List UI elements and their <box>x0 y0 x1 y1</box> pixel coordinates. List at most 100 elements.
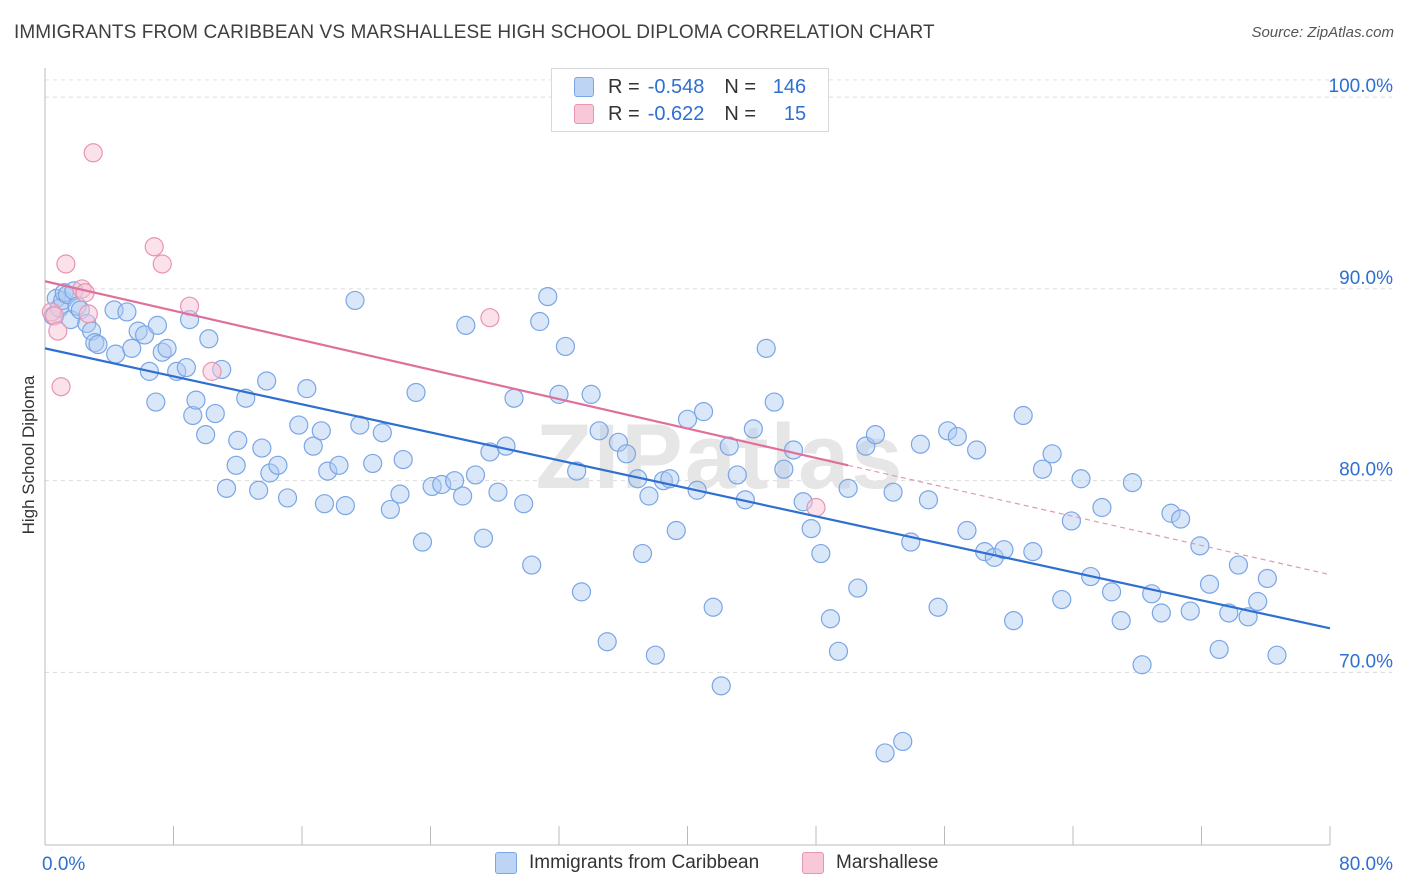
data-point-caribbean <box>693 402 714 422</box>
data-point-caribbean <box>257 371 277 391</box>
series-legend: Immigrants from Caribbean Marshallese <box>0 852 1406 878</box>
data-point-caribbean <box>838 478 858 498</box>
data-point-caribbean <box>756 338 776 358</box>
data-point-caribbean <box>514 494 534 514</box>
data-point-caribbean <box>412 532 433 552</box>
data-point-caribbean <box>774 459 794 479</box>
data-point-marshallese <box>202 361 222 381</box>
data-point-caribbean <box>1257 568 1277 589</box>
data-point-marshallese <box>83 143 103 163</box>
data-point-caribbean <box>1071 469 1091 489</box>
data-point-caribbean <box>567 461 587 481</box>
data-point-caribbean <box>865 425 886 445</box>
data-point-caribbean <box>406 382 426 403</box>
data-point-caribbean <box>1032 459 1053 479</box>
n-label: N = <box>724 75 757 98</box>
data-point-caribbean <box>883 482 903 502</box>
data-point-caribbean <box>1267 645 1287 665</box>
legend-label: Immigrants from Caribbean <box>529 852 760 873</box>
data-point-caribbean <box>496 436 516 456</box>
grid-lines <box>45 79 1392 673</box>
data-point-caribbean <box>488 482 508 502</box>
data-point-caribbean <box>571 582 592 602</box>
legend-item-marshallese: Marshallese <box>802 852 938 874</box>
data-point-caribbean <box>88 334 108 355</box>
data-point-caribbean <box>538 286 558 307</box>
data-point-caribbean <box>363 453 383 474</box>
data-point-caribbean <box>677 409 698 429</box>
data-point-caribbean <box>1101 582 1122 602</box>
data-point-marshallese <box>78 304 98 324</box>
data-point-caribbean <box>176 357 196 378</box>
r-label: R = <box>608 75 640 98</box>
data-point-caribbean <box>146 392 166 412</box>
legend-row-marshallese: R = -0.622 N = 15 <box>574 101 806 127</box>
data-point-caribbean <box>1209 639 1229 660</box>
r-value: -0.548 <box>647 75 705 98</box>
data-point-caribbean <box>1013 405 1033 426</box>
data-point-caribbean <box>783 440 804 460</box>
data-point-caribbean <box>848 578 868 598</box>
data-point-caribbean <box>226 455 246 475</box>
data-point-marshallese <box>144 237 164 257</box>
data-point-caribbean <box>277 488 298 508</box>
data-point-caribbean <box>1111 611 1131 631</box>
data-point-caribbean <box>268 455 288 475</box>
data-point-caribbean <box>994 540 1014 560</box>
data-point-caribbean <box>1061 511 1081 531</box>
data-point-caribbean <box>422 476 442 497</box>
data-point-caribbean <box>1171 509 1191 529</box>
data-point-caribbean <box>393 449 413 470</box>
data-point-caribbean <box>1122 472 1143 493</box>
data-point-caribbean <box>893 731 913 752</box>
data-point-caribbean <box>608 432 629 452</box>
data-point-caribbean <box>1199 574 1220 594</box>
trend-line-marshallese-extension <box>847 464 1331 576</box>
data-point-caribbean <box>967 440 987 460</box>
data-point-caribbean <box>260 463 280 483</box>
x-tick-labels: 0.0% 80.0% <box>42 854 1393 875</box>
data-point-caribbean <box>183 405 203 426</box>
data-point-caribbean <box>147 315 168 335</box>
trend-line-marshallese <box>44 280 849 467</box>
chart-title: IMMIGRANTS FROM CARIBBEAN VS MARSHALLESE… <box>14 22 935 43</box>
data-point-caribbean <box>432 474 452 495</box>
data-point-caribbean <box>938 421 958 441</box>
data-point-caribbean <box>1042 444 1062 464</box>
data-point-caribbean <box>801 519 821 539</box>
data-point-caribbean <box>390 484 410 504</box>
data-point-caribbean <box>875 743 895 763</box>
y-tick-label: 70.0% <box>1339 651 1393 672</box>
series-marshallese <box>41 143 826 518</box>
data-point-caribbean <box>329 455 349 475</box>
y-tick-label: 100.0% <box>1329 76 1394 97</box>
legend-item-caribbean: Immigrants from Caribbean <box>495 852 759 874</box>
data-point-caribbean <box>216 478 237 498</box>
data-point-caribbean <box>1132 655 1152 675</box>
data-point-caribbean <box>727 465 747 485</box>
data-point-caribbean <box>199 329 219 349</box>
data-point-caribbean <box>1190 536 1210 556</box>
data-point-caribbean <box>380 499 400 520</box>
data-point-caribbean <box>639 486 659 506</box>
data-point-caribbean <box>1052 589 1072 610</box>
data-point-caribbean <box>632 543 653 564</box>
data-point-caribbean <box>228 430 248 451</box>
n-value: 146 <box>772 75 807 98</box>
y-tick-labels: 70.0% 80.0% 90.0% 100.0% <box>1329 76 1394 672</box>
data-point-caribbean <box>504 388 524 408</box>
data-point-caribbean <box>196 425 216 445</box>
data-point-caribbean <box>597 632 617 652</box>
data-point-caribbean <box>928 597 948 617</box>
data-point-caribbean <box>465 465 486 485</box>
data-point-caribbean <box>106 344 126 364</box>
stats-legend: R = -0.548 N = 146 R = -0.622 N = 15 <box>551 68 829 132</box>
x-tick-label: 80.0% <box>1339 854 1393 875</box>
legend-label: Marshallese <box>836 852 939 873</box>
data-point-caribbean <box>1092 497 1112 518</box>
data-point-caribbean <box>345 290 365 311</box>
data-point-caribbean <box>205 403 225 424</box>
data-point-caribbean <box>947 426 967 447</box>
data-point-caribbean <box>289 415 309 435</box>
